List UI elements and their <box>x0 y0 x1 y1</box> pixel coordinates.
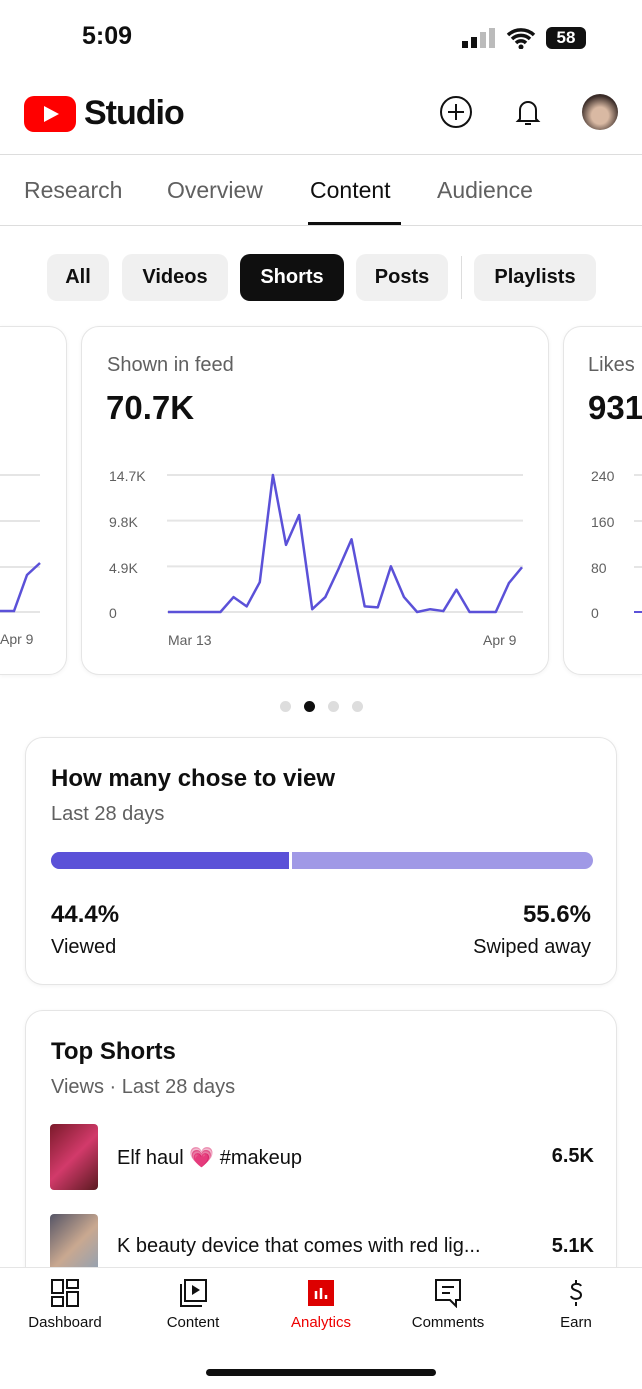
viewed-pct: 44.4% <box>51 901 120 928</box>
content-icon <box>180 1279 207 1307</box>
previous-card-x-label: Apr 9 <box>0 631 34 647</box>
shown-in-feed-chart <box>167 473 523 614</box>
card-title: How many chose to view <box>51 765 336 792</box>
chose-to-view-card: How many chose to view Last 28 days 44.4… <box>25 737 617 985</box>
nav-content[interactable]: Content <box>138 1278 248 1331</box>
nav-label: Analytics <box>290 1314 352 1331</box>
nav-earn[interactable]: Earn <box>521 1278 631 1331</box>
view-ratio-bar <box>51 852 593 869</box>
page-dot[interactable] <box>328 701 339 712</box>
avatar[interactable] <box>582 94 618 130</box>
dashboard-icon <box>51 1279 79 1307</box>
nav-label: Content <box>166 1314 220 1331</box>
status-time: 5:09 <box>82 22 133 50</box>
short-views: 5.1K <box>551 1235 594 1257</box>
nav-analytics[interactable]: Analytics <box>266 1278 376 1331</box>
viewed-fill <box>51 852 292 869</box>
likes-label: Likes <box>588 354 635 376</box>
previous-card-chart <box>0 474 41 613</box>
comments-icon <box>435 1279 461 1308</box>
series-line <box>168 473 523 614</box>
short-title: Elf haul 💗 #makeup <box>117 1147 302 1169</box>
swiped-pct: 55.6% <box>522 901 591 928</box>
short-thumbnail <box>50 1124 98 1190</box>
nav-label: Dashboard <box>28 1314 102 1331</box>
metric-card-likes[interactable]: Likes 931 240 160 80 0 <box>563 326 642 675</box>
y-tick: 0 <box>109 605 117 621</box>
x-tick: Mar 13 <box>168 632 212 648</box>
chip-playlists[interactable]: Playlists <box>474 254 596 301</box>
metric-card-previous[interactable]: Apr 9 <box>0 326 67 675</box>
logo-text: Studio <box>84 94 185 132</box>
likes-y-tick: 240 <box>591 468 615 484</box>
short-views: 6.5K <box>551 1145 594 1167</box>
chip-posts[interactable]: Posts <box>356 254 448 301</box>
chip-shorts[interactable]: Shorts <box>240 254 344 301</box>
chip-videos[interactable]: Videos <box>122 254 228 301</box>
y-tick: 4.9K <box>109 560 138 576</box>
nav-label: Comments <box>411 1314 485 1331</box>
page-dot[interactable] <box>280 701 291 712</box>
chip-divider <box>461 256 462 299</box>
tab-content[interactable]: Content <box>310 177 391 203</box>
active-tab-indicator <box>308 222 401 225</box>
swiped-label: Swiped away <box>473 936 591 958</box>
nav-comments[interactable]: Comments <box>393 1278 503 1331</box>
tab-audience[interactable]: Audience <box>437 177 533 203</box>
bottom-nav: Dashboard Content Analytics Comments Ear… <box>0 1267 642 1389</box>
tab-bar: Research Overview Content Audience <box>0 154 642 226</box>
home-indicator[interactable] <box>206 1369 436 1376</box>
page-dot[interactable] <box>352 701 363 712</box>
youtube-icon <box>24 95 76 132</box>
metric-label: Shown in feed <box>107 354 234 376</box>
wifi-icon <box>506 28 536 49</box>
metric-card-shown-in-feed[interactable]: Shown in feed 70.7K 14.7K 9.8K 4.9K 0 Ma… <box>81 326 549 675</box>
x-tick: Apr 9 <box>483 632 517 648</box>
card-title: Top Shorts <box>51 1038 176 1065</box>
likes-chart <box>634 474 642 613</box>
list-item[interactable]: Elf haul 💗 #makeup 6.5K <box>50 1124 594 1190</box>
nav-label: Earn <box>560 1314 592 1331</box>
tab-overview[interactable]: Overview <box>167 177 263 203</box>
likes-y-tick: 0 <box>591 605 599 621</box>
tab-research[interactable]: Research <box>24 177 123 203</box>
dollar-icon <box>570 1280 583 1306</box>
chip-all[interactable]: All <box>47 254 109 301</box>
signal-icon <box>462 28 495 48</box>
short-title: K beauty device that comes with red lig.… <box>117 1235 481 1257</box>
y-tick: 14.7K <box>109 468 146 484</box>
battery-indicator: 58 <box>546 27 586 49</box>
nav-dashboard[interactable]: Dashboard <box>10 1278 120 1331</box>
top-shorts-card: Top Shorts Views · Last 28 days Elf haul… <box>25 1010 617 1310</box>
card-period: Last 28 days <box>51 803 165 825</box>
viewed-label: Viewed <box>51 936 117 958</box>
likes-y-tick: 160 <box>591 514 615 530</box>
metric-value: 70.7K <box>106 389 195 426</box>
likes-value: 931 <box>588 389 642 426</box>
analytics-icon <box>308 1280 334 1306</box>
notifications-bell-icon[interactable] <box>511 95 545 129</box>
create-icon[interactable] <box>439 95 473 129</box>
card-subtitle: Views · Last 28 days <box>51 1076 236 1098</box>
y-tick: 9.8K <box>109 514 138 530</box>
likes-y-tick: 80 <box>591 560 607 576</box>
page-dot-active[interactable] <box>304 701 315 712</box>
studio-logo[interactable]: Studio <box>24 94 185 133</box>
